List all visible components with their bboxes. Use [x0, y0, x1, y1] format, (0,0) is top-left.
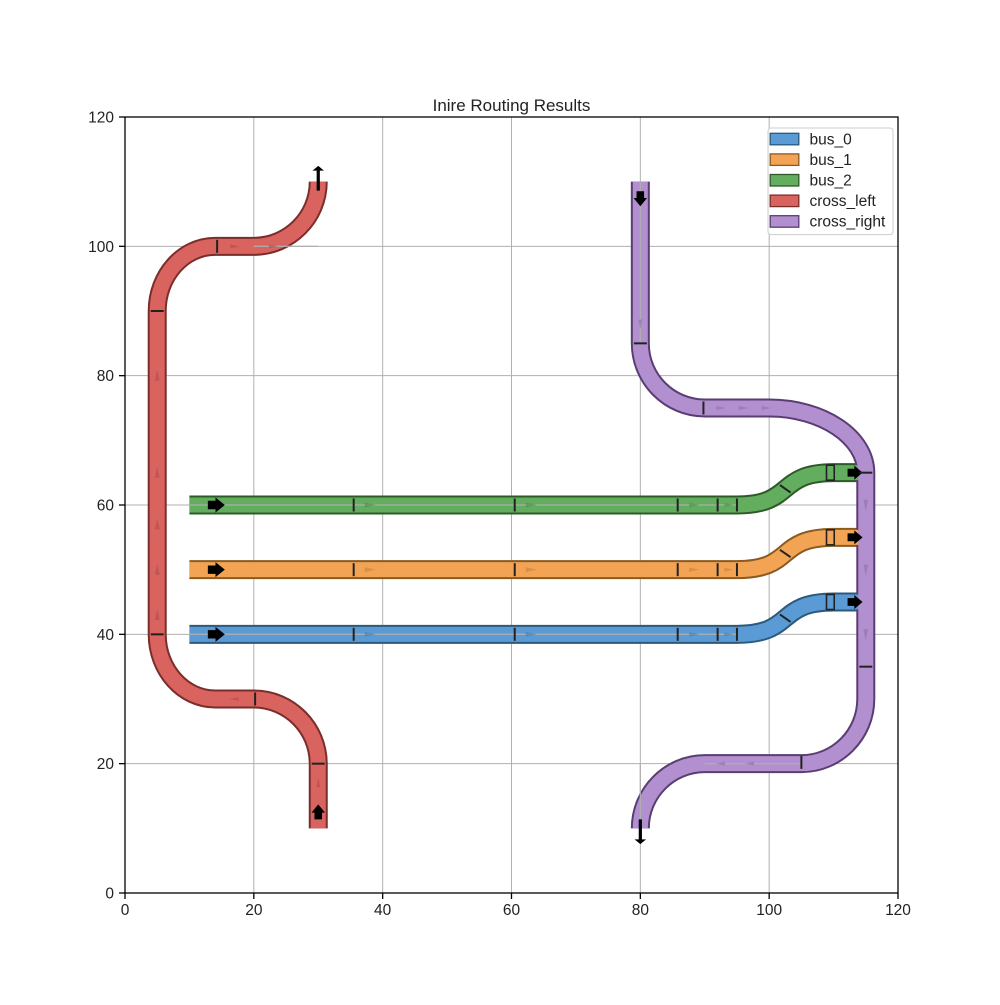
svg-text:0: 0 [121, 902, 130, 919]
svg-text:bus_1: bus_1 [810, 152, 852, 169]
svg-text:cross_left: cross_left [810, 193, 877, 210]
svg-text:bus_2: bus_2 [810, 173, 852, 190]
svg-text:40: 40 [97, 627, 115, 644]
svg-text:80: 80 [97, 368, 115, 385]
svg-text:100: 100 [756, 902, 782, 919]
svg-text:Inire Routing Results: Inire Routing Results [433, 96, 591, 115]
svg-text:bus_0: bus_0 [810, 131, 853, 148]
svg-text:120: 120 [88, 110, 114, 127]
svg-text:80: 80 [632, 902, 650, 919]
svg-text:cross_right: cross_right [810, 214, 886, 231]
svg-text:20: 20 [245, 902, 263, 919]
svg-text:60: 60 [97, 498, 115, 515]
svg-text:0: 0 [105, 886, 114, 903]
svg-text:120: 120 [885, 902, 911, 919]
svg-text:20: 20 [97, 756, 115, 773]
svg-text:60: 60 [503, 902, 521, 919]
svg-text:40: 40 [374, 902, 392, 919]
svg-text:100: 100 [88, 239, 114, 256]
